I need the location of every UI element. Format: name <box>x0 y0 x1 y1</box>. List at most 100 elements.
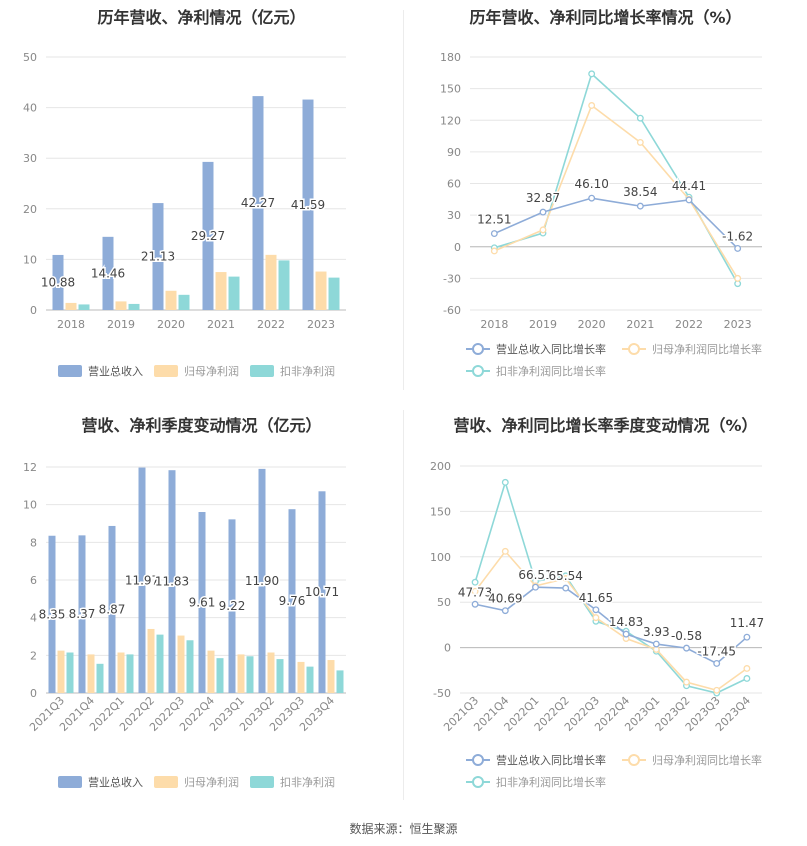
quarterly-growth-chart: -500501001502002021Q32021Q42022Q12022Q22… <box>430 460 766 789</box>
x-tick-label: 2021 <box>207 318 235 331</box>
y-tick-label: 40 <box>23 102 37 115</box>
annual-growth-chart: -60 -30 0 30 60 90 120 150 180 2018 2019 2020 2021 20… <box>440 51 762 378</box>
bar-2 <box>276 659 284 693</box>
data-label: 3.93 <box>643 625 670 639</box>
legend-label: 营业总收入 <box>88 364 143 378</box>
y-tick-label: 180 <box>440 51 461 64</box>
y-tick-label: 60 <box>447 178 461 191</box>
bar-2 <box>228 276 240 310</box>
bar-0 <box>48 535 56 693</box>
bar-0 <box>108 525 116 693</box>
bar-2 <box>156 634 164 693</box>
data-label: -0.58 <box>671 629 702 643</box>
series-point-0 <box>683 644 690 652</box>
data-source-note: 数据来源：恒生聚源 <box>349 822 458 836</box>
y-tick-label: 2 <box>30 649 37 662</box>
bar-0 <box>198 512 206 693</box>
series-point-0 <box>501 607 509 615</box>
series-point-1 <box>636 138 644 146</box>
data-label: 8.35 <box>39 607 66 621</box>
bar-1 <box>297 661 305 693</box>
bar-1 <box>115 301 127 310</box>
series-point-2 <box>636 114 644 122</box>
bar-1 <box>117 652 125 693</box>
series-point-2 <box>588 70 596 78</box>
legend-swatch <box>154 776 178 788</box>
bar-2 <box>178 294 190 310</box>
bar-1 <box>165 290 177 310</box>
y-tick-label: 50 <box>23 51 37 64</box>
y-tick-label: -60 <box>443 304 461 317</box>
series-point-0 <box>539 208 547 216</box>
series-line-1 <box>494 104 739 279</box>
bar-0 <box>258 468 266 693</box>
legend-label: 扣非净利润同比增长率 <box>496 775 606 789</box>
bar-0 <box>288 509 296 693</box>
data-label: 40.69 <box>488 592 522 606</box>
bar-1 <box>57 650 65 693</box>
legend-label: 扣非净利润 <box>280 775 335 789</box>
data-label: 38.54 <box>623 185 657 199</box>
annual-growth-panel: 历年营收、净利同比增长率情况（%） -60 -30 0 30 60 90 120 150 180… <box>404 0 807 400</box>
data-label: 41.59 <box>291 198 325 212</box>
data-label: 32.87 <box>526 191 560 205</box>
series-point-0 <box>713 659 721 667</box>
y-tick-label: 6 <box>30 574 37 587</box>
data-label: 66.51 <box>518 568 552 582</box>
data-label: -17.45 <box>697 644 736 658</box>
series-point-0 <box>636 202 644 210</box>
series-line-2 <box>474 479 748 694</box>
quarterly-growth-panel: 营收、净利同比增长率季度变动情况（%） -50 0 50 100 150 200 2021Q… <box>404 404 807 814</box>
series-point-0 <box>562 584 570 592</box>
bar-1 <box>177 635 185 693</box>
bar-0 <box>138 467 146 693</box>
data-label: 14.46 <box>91 266 125 280</box>
data-label: 11.97 <box>125 573 159 587</box>
series-line-0 <box>474 586 748 665</box>
legend-swatch <box>58 365 82 377</box>
legend-marker <box>472 776 484 788</box>
x-tick-label: 2023 <box>724 318 752 331</box>
chart-title: 历年营收、净利同比增长率情况（%） <box>469 8 742 27</box>
legend-label: 营业总收入同比增长率 <box>496 753 606 767</box>
series-point-1 <box>490 247 498 255</box>
series-point-0 <box>685 196 693 204</box>
data-label: 47.73 <box>458 585 492 599</box>
series-point-1 <box>713 686 721 694</box>
y-tick-label: 0 <box>444 642 451 655</box>
bar-1 <box>315 271 327 310</box>
legend-marker <box>472 754 484 766</box>
data-label: 11.47 <box>730 616 764 630</box>
data-label: 42.27 <box>241 196 275 210</box>
panel-divider-bottom <box>403 410 404 800</box>
data-label: 21.13 <box>141 250 175 264</box>
series-point-1 <box>743 665 751 672</box>
x-tick-label: 2023 <box>307 318 335 331</box>
bar-2 <box>306 666 314 693</box>
bar-0 <box>252 96 264 310</box>
annual-values-panel: 历年营收、净利情况（亿元） 0 10 20 30 40 50 2018 2019 2020 202… <box>0 0 403 400</box>
data-label: 41.65 <box>579 591 613 605</box>
chart-title: 营收、净利同比增长率季度变动情况（%） <box>453 416 758 435</box>
data-label: 10.88 <box>41 275 75 289</box>
series-point-0 <box>532 583 539 591</box>
x-tick-label: 2019 <box>107 318 135 331</box>
bar-2 <box>328 277 340 310</box>
y-tick-label: 20 <box>23 203 37 216</box>
series-point-0 <box>652 640 660 648</box>
y-tick-label: 0 <box>30 304 37 317</box>
data-label: 11.90 <box>245 574 279 588</box>
legend-label: 扣非净利润同比增长率 <box>496 364 606 378</box>
y-tick-label: 120 <box>440 114 461 127</box>
chart-title: 营收、净利季度变动情况（亿元） <box>81 416 322 435</box>
bar-1 <box>87 654 95 693</box>
bar-0 <box>152 203 164 310</box>
series-point-1 <box>592 614 600 622</box>
y-tick-label: 0 <box>454 241 461 254</box>
bar-1 <box>267 652 275 693</box>
bar-1 <box>207 650 215 693</box>
y-tick-label: 10 <box>23 253 37 266</box>
y-tick-label: 30 <box>447 209 461 222</box>
series-point-1 <box>539 226 547 234</box>
y-tick-label: 8 <box>30 536 37 549</box>
